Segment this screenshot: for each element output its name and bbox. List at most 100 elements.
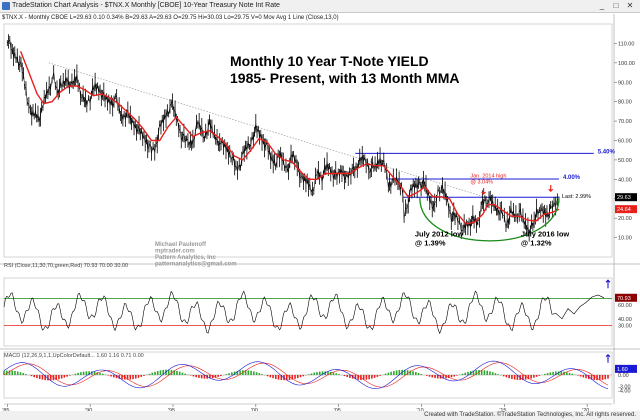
macd-hist-bar [310,373,313,375]
macd-hist-bar [176,370,178,375]
macd-hist-bar [579,375,582,377]
macd-hist-bar [291,375,294,380]
macd-hist-bar [255,372,258,375]
macd-hist-bar [275,375,277,380]
macd-hist-bar [577,375,579,376]
macd-hist-bar [69,375,71,376]
macd-hist-bar [63,375,66,378]
macd-hist-bar [318,371,321,375]
macd-hist-bar [505,375,508,378]
last-price-box [615,193,637,202]
macd-last-box [615,364,637,373]
macd-hist-bar [288,375,291,381]
macd-hist-bar [472,370,475,375]
macd-hist-bar [184,373,186,375]
price-ytick-label: 50.00 [618,158,632,164]
macd-hist-bar [299,375,302,378]
macd-hist-bar [544,373,546,375]
macd-hist-bar [91,371,93,375]
macd-hist-bar [11,370,14,375]
status-bar: Created with TradeStation. ©TradeStation… [0,411,640,420]
macd-hist-bar [447,375,450,378]
chart-title: Monthly 10 Year T-Note YIELD [230,53,429,69]
close-button[interactable]: ✕ [626,1,634,10]
macd-hist-bar [162,369,165,375]
macd-hist-bar [277,375,280,380]
macd-hist-bar [244,370,247,375]
macd-ytick-label: 0.00 [618,373,629,379]
macd-hist-bar [530,375,532,379]
macd-hist-bar [195,375,197,378]
minimize-button[interactable]: _ [599,1,605,10]
rsi-ytick-label: 60.00 [618,303,632,309]
macd-hist-bar [431,375,434,378]
macd-hist-bar [546,373,549,375]
macd-hist-bar [41,375,44,380]
macd-hist-bar [132,375,134,380]
macd-hist-bar [296,375,299,379]
macd-hist-bar [409,370,412,375]
title-bar[interactable]: TradeStation Chart Analysis - $TNX.X Mon… [0,0,640,13]
macd-hist-bar [126,375,129,380]
macd-hist-bar [307,374,310,375]
macd-hist-bar [524,375,527,380]
macd-hist-bar [450,375,453,378]
macd-hist-bar [137,375,140,378]
rsi-line [3,290,605,335]
macd-hist-bar [426,375,428,376]
macd-hist-bar [327,371,329,375]
macd-hist-bar [549,372,552,375]
macd-hist-bar [453,375,456,377]
window-title: TradeStation Chart Analysis - $TNX.X Mon… [12,2,280,9]
macd-hist-bar [25,374,27,375]
macd-hist-bar [398,370,401,375]
macd-hist-bar [555,371,557,375]
macd-hist-bar [140,375,143,377]
macd-hist-bar [110,375,112,377]
macd-hist-bar [143,375,145,376]
macd-hist-bar [607,375,609,379]
macd-hist-bar [428,375,431,377]
macd-hist-bar [294,375,296,379]
macd-hist-bar [93,371,96,375]
macd-hist-bar [598,375,601,381]
rsi-ytick-label: 30.00 [618,324,632,330]
macd-hist-bar [44,375,46,381]
macd-hist-bar [220,375,222,377]
macd-hist-bar [357,375,359,380]
macd-hist-bar [272,375,274,379]
macd-hist-bar [601,375,604,380]
macd-hist-bar [225,374,228,375]
macd-hist-bar [456,375,458,376]
macd-hist-bar [557,371,560,375]
price-ytick-label: 110.00 [618,41,634,47]
macd-hist-bar [522,375,524,380]
price-ytick-label: 100.00 [618,61,635,67]
macd-legend: MACD (12,26,9,1,1,UpColorDefault... 1.60… [4,353,144,359]
macd-hist-bar [552,371,554,375]
macd-hist-bar [343,375,346,377]
macd-hist-bar [228,373,230,375]
macd-hist-bar [239,370,241,375]
macd-hist-bar [302,375,305,377]
macd-hist-bar [198,375,200,378]
macd-hist-bar [209,375,211,379]
macd-hist-bar [8,370,11,375]
july2016-annotation: July 2016 low @ 1.32% [521,230,570,248]
macd-hist-bar [3,370,5,375]
macd-hist-bar [129,375,132,380]
macd-hist-bar [118,375,121,379]
macd-hist-bar [362,375,365,380]
macd-hist-bar [99,372,101,375]
rsi-up-arrow [605,279,611,289]
macd-hist-bar [582,375,585,378]
macd-hist-bar [475,370,478,375]
macd-hist-bar [480,369,483,375]
maximize-button[interactable]: □ [613,1,619,10]
macd-hist-bar [365,375,368,380]
copyright-text: Created with TradeStation. ©TradeStation… [424,412,636,418]
macd-hist-bar [415,372,417,375]
macd-hist-bar [494,373,497,375]
price-ytick-label: 60.00 [618,139,632,145]
